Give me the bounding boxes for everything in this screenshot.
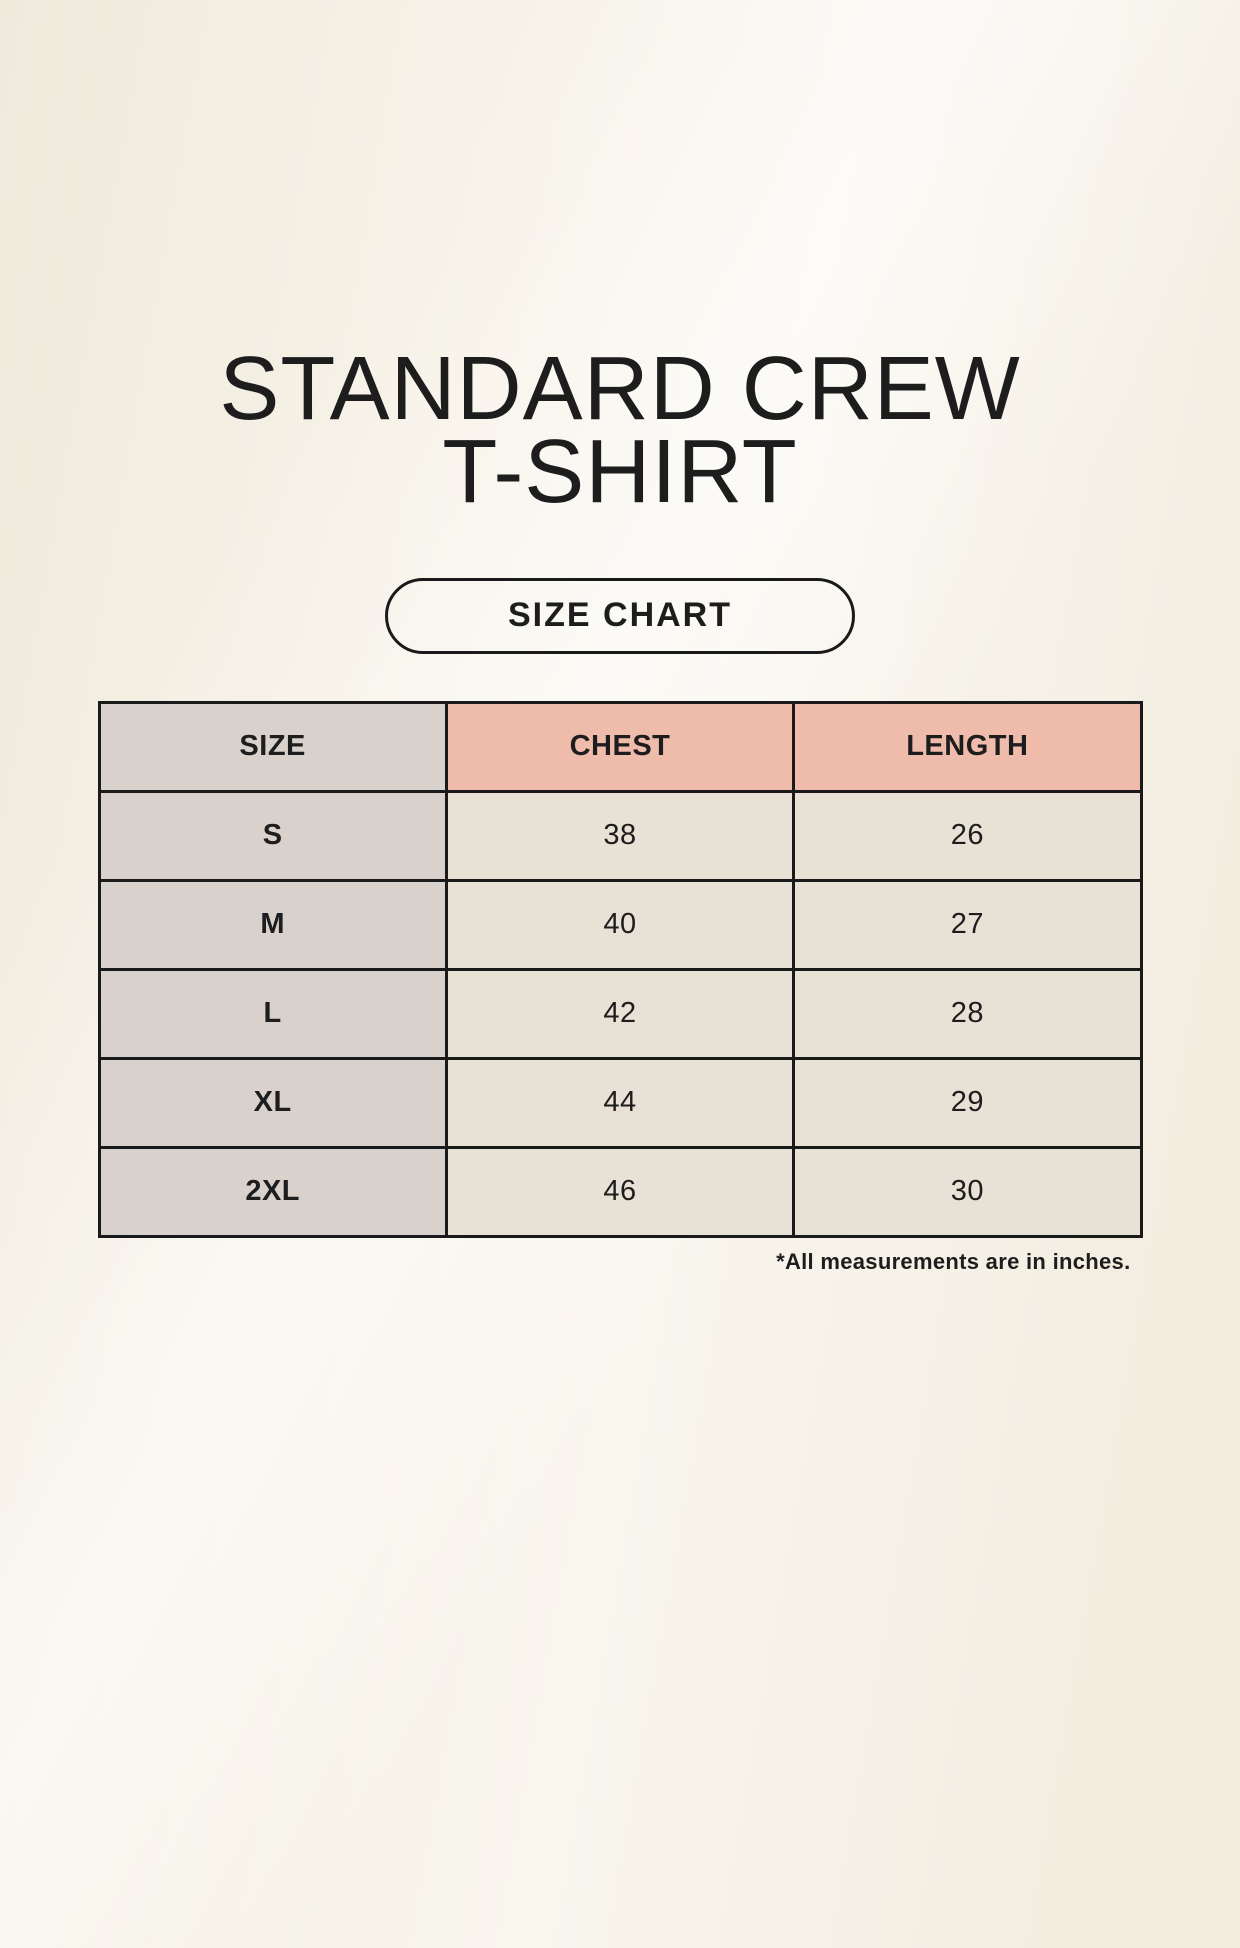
chest-cell: 40 — [444, 878, 796, 971]
length-cell: 30 — [792, 1145, 1143, 1238]
length-cell: 29 — [792, 1056, 1143, 1149]
size-chart-page: STANDARD CREW T-SHIRT SIZE CHART SIZE CH… — [0, 339, 1240, 1275]
table-row: XL 44 29 — [97, 1056, 1143, 1149]
column-header-chest: CHEST — [444, 700, 796, 793]
length-cell: 27 — [792, 878, 1143, 971]
page-title-line-2: T-SHIRT — [442, 421, 798, 522]
column-header-size: SIZE — [97, 700, 448, 793]
table-row: 2XL 46 30 — [97, 1145, 1143, 1238]
chest-cell: 46 — [444, 1145, 796, 1238]
length-cell: 26 — [792, 789, 1143, 882]
size-chart-badge[interactable]: SIZE CHART — [385, 577, 855, 654]
chest-cell: 42 — [444, 967, 796, 1060]
page-title: STANDARD CREW T-SHIRT — [0, 339, 1240, 522]
size-cell: L — [97, 967, 448, 1060]
size-cell: M — [97, 878, 448, 971]
table-row: S 38 26 — [97, 789, 1143, 882]
size-cell: XL — [97, 1056, 448, 1149]
table-header-row: SIZE CHEST LENGTH — [97, 700, 1143, 793]
size-cell: S — [97, 789, 448, 882]
measurements-footnote: *All measurements are in inches. — [776, 1248, 1131, 1274]
chest-cell: 38 — [444, 789, 796, 882]
table-row: L 42 28 — [97, 967, 1143, 1060]
chest-cell: 44 — [444, 1056, 796, 1149]
page-title-line-1: STANDARD CREW — [219, 339, 1021, 439]
length-cell: 28 — [792, 967, 1143, 1060]
size-chart-table: SIZE CHEST LENGTH S 38 26 M 40 27 L 42 2… — [97, 700, 1143, 1238]
table-row: M 40 27 — [97, 878, 1143, 971]
column-header-length: LENGTH — [792, 700, 1143, 793]
size-cell: 2XL — [97, 1145, 448, 1238]
